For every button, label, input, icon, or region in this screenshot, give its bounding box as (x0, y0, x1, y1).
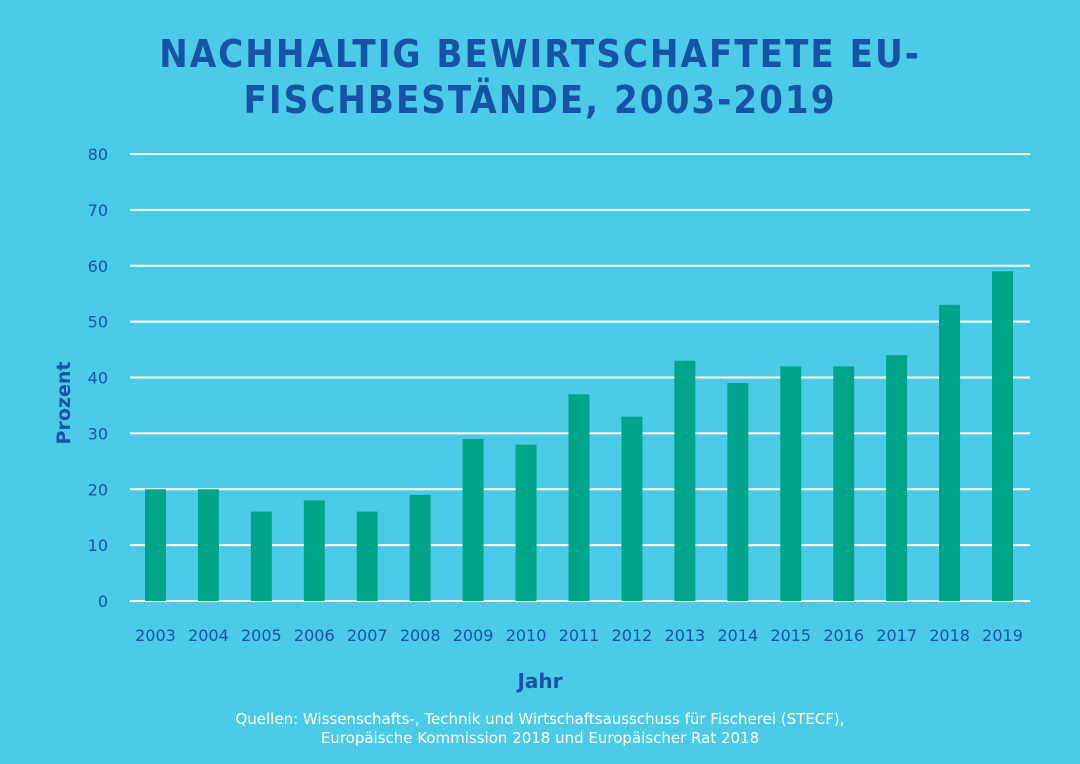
x-tick-label: 2018 (929, 626, 970, 645)
bar-2007 (356, 511, 378, 601)
x-tick-label: 2010 (506, 626, 547, 645)
x-tick-label: 2017 (876, 626, 917, 645)
x-tick-label: 2004 (188, 626, 229, 645)
x-tick-label: 2012 (612, 626, 653, 645)
bar-2011 (568, 394, 590, 601)
bar-2016 (833, 366, 855, 601)
y-tick-label: 0 (98, 592, 108, 611)
x-tick-label: 2006 (294, 626, 335, 645)
x-tick-label: 2019 (982, 626, 1023, 645)
bar-2019 (992, 271, 1014, 601)
y-axis-ticks: 0 10 20 30 40 50 60 70 80 (88, 145, 108, 611)
x-axis-ticks: 2003 2004 2005 2006 2007 2008 2009 2010 2011 2012… (135, 626, 1023, 645)
y-tick-label: 70 (88, 201, 108, 220)
bar-2006 (303, 500, 325, 601)
bar-2005 (250, 511, 272, 601)
x-tick-label: 2005 (241, 626, 282, 645)
source-note: Quellen: Wissenschafts-, Technik und Wir… (0, 710, 1080, 748)
y-tick-label: 60 (88, 257, 108, 276)
x-tick-label: 2013 (665, 626, 706, 645)
y-tick-label: 40 (88, 369, 108, 388)
x-axis-label: Jahr (515, 669, 562, 693)
y-tick-label: 10 (88, 536, 108, 555)
bar-2013 (674, 360, 696, 601)
x-tick-label: 2008 (400, 626, 441, 645)
bar-2017 (886, 355, 908, 601)
bar-2010 (515, 444, 537, 601)
bar-2003 (144, 489, 166, 601)
x-tick-label: 2011 (559, 626, 600, 645)
source-line-2: Europäische Kommission 2018 und Europäis… (320, 729, 760, 747)
y-tick-label: 50 (88, 313, 108, 332)
y-tick-label: 20 (88, 480, 108, 499)
source-line-1: Quellen: Wissenschafts-, Technik und Wir… (235, 710, 845, 728)
x-tick-label: 2003 (135, 626, 176, 645)
bar-2014 (727, 383, 749, 601)
bar-2009 (462, 438, 484, 601)
bar-2004 (197, 489, 219, 601)
bar-2012 (621, 416, 643, 601)
y-tick-label: 80 (88, 145, 108, 164)
x-tick-label: 2007 (347, 626, 388, 645)
bars (144, 271, 1014, 601)
bar-2015 (780, 366, 802, 601)
bar-2008 (409, 494, 431, 601)
x-tick-label: 2015 (770, 626, 811, 645)
y-tick-label: 30 (88, 424, 108, 443)
y-axis-label: Prozent (53, 362, 75, 445)
x-tick-label: 2016 (823, 626, 864, 645)
bar-2018 (939, 304, 961, 601)
x-tick-label: 2014 (717, 626, 758, 645)
x-tick-label: 2009 (453, 626, 494, 645)
chart-title: NACHHALTIG BEWIRTSCHAFTETE EU-FISCHBESTÄ… (159, 32, 921, 122)
